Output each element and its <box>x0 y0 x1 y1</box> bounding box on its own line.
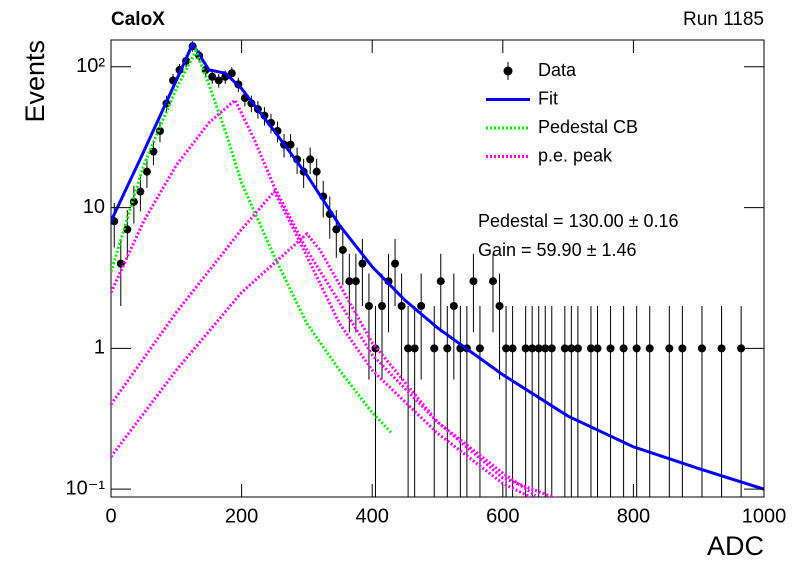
data-point <box>377 302 386 311</box>
data-point <box>404 344 413 353</box>
chart-title: CaloX <box>111 9 165 30</box>
data-point <box>521 344 530 353</box>
data-point <box>737 344 746 353</box>
data-point <box>508 344 517 353</box>
data-point <box>351 277 360 286</box>
fit-curve <box>111 231 558 497</box>
data-point <box>312 167 321 176</box>
data-point <box>678 344 687 353</box>
legend-label: p.e. peak <box>538 145 613 165</box>
data-point <box>541 344 550 353</box>
data-point <box>606 344 615 353</box>
data-point <box>593 344 602 353</box>
data-point <box>286 140 295 149</box>
data-point <box>345 277 354 286</box>
data-point <box>358 259 367 268</box>
x-axis-label: ADC <box>707 531 764 561</box>
data-point <box>332 225 341 234</box>
data-point <box>619 344 628 353</box>
data-point <box>338 245 347 254</box>
x-tick-label: 600 <box>486 505 519 527</box>
data-point <box>155 126 164 135</box>
data-point <box>560 344 569 353</box>
x-tick-label: 800 <box>617 505 650 527</box>
x-tick-label: 0 <box>105 505 116 527</box>
data-point <box>142 167 151 176</box>
legend-marker <box>503 66 513 76</box>
data-point <box>632 344 641 353</box>
legend-label: Data <box>538 60 577 80</box>
data-point <box>214 76 223 85</box>
data-point <box>208 72 217 81</box>
data-point <box>502 344 511 353</box>
data-point <box>449 302 458 311</box>
data-point <box>123 225 132 234</box>
y-tick-label: 10 <box>83 196 105 218</box>
legend-label: Pedestal CB <box>538 117 638 137</box>
data-point <box>697 344 706 353</box>
data-point <box>417 302 426 311</box>
data-point <box>136 187 145 196</box>
data-point <box>717 344 726 353</box>
y-tick-label: 1 <box>94 337 105 359</box>
y-axis-label: Events <box>20 40 50 123</box>
data-point <box>410 344 419 353</box>
data-point <box>489 277 498 286</box>
data-point <box>567 344 576 353</box>
plot-frame <box>110 39 765 498</box>
data-point <box>534 344 543 353</box>
data-point <box>495 302 504 311</box>
data-point <box>475 344 484 353</box>
data-point <box>436 277 445 286</box>
fit-curve <box>111 47 393 435</box>
data-point <box>645 344 654 353</box>
plot-area <box>111 40 764 497</box>
data-point <box>547 344 556 353</box>
fit-curve <box>111 188 534 497</box>
data-point <box>573 344 582 353</box>
y-tick-label: 10² <box>76 55 105 77</box>
data-point <box>227 69 236 78</box>
data-point <box>306 155 315 164</box>
annotation: Pedestal = 130.00 ± 0.16 <box>478 211 679 231</box>
data-point <box>528 344 537 353</box>
annotation: Gain = 59.90 ± 1.46 <box>478 240 637 260</box>
x-tick-label: 1000 <box>742 505 787 527</box>
data-point <box>430 344 439 353</box>
data-point <box>443 344 452 353</box>
fit-curve <box>111 40 764 491</box>
data-point <box>364 302 373 311</box>
data-point <box>586 344 595 353</box>
legend-label: Fit <box>538 88 558 108</box>
data-point <box>469 277 478 286</box>
x-tick-label: 200 <box>225 505 258 527</box>
chart-subtitle: Run 1185 <box>683 9 764 30</box>
y-tick-label: 10⁻¹ <box>66 477 106 499</box>
data-point <box>397 302 406 311</box>
x-tick-label: 400 <box>356 505 389 527</box>
data-point <box>665 344 674 353</box>
data-point <box>391 259 400 268</box>
